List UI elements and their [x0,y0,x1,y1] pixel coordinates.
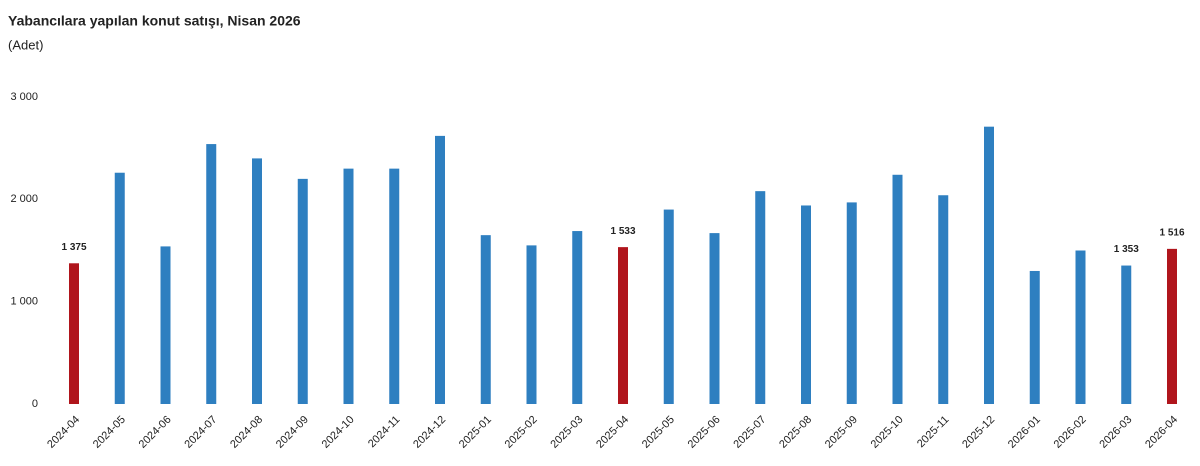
x-tick-label: 2024-10 [320,414,357,451]
x-tick-label: 2025-11 [915,414,951,450]
y-tick-label: 2 000 [10,193,38,205]
bar [160,246,171,404]
bar [846,202,857,404]
x-tick-label: 2025-07 [731,414,768,451]
x-tick-label: 2024-09 [274,414,311,451]
x-tick-label: 2024-11 [366,414,402,450]
x-tick-label: 2025-04 [594,414,631,451]
bar [343,168,354,404]
x-tick-label: 2024-06 [137,414,174,451]
x-tick-label: 2025-08 [777,414,814,451]
x-tick-label: 2025-09 [823,414,860,451]
x-tick-label: 2025-05 [640,414,677,451]
bar [114,172,125,404]
x-tick-label: 2024-04 [45,414,82,451]
x-tick-label: 2024-12 [411,414,448,451]
bar [892,174,903,404]
bar [938,195,949,404]
bar [206,144,217,404]
x-tick-label: 2025-02 [503,414,540,451]
bar [1029,270,1040,404]
bar [389,168,400,404]
bar [572,231,583,404]
x-tick-label: 2026-04 [1143,414,1180,451]
y-tick-label: 3 000 [10,91,38,103]
bar [480,235,491,404]
bar [984,126,994,404]
x-tick-label: 2024-07 [182,414,219,451]
bar [69,263,79,404]
bar [526,245,537,404]
bar [755,191,766,404]
x-tick-label: 2026-03 [1097,414,1134,451]
x-tick-label: 2026-02 [1052,414,1089,451]
bar [801,205,811,404]
value-label: 1 516 [1159,228,1184,239]
bar [618,247,628,404]
x-tick-label: 2026-01 [1006,414,1043,451]
value-label: 1 353 [1114,244,1139,255]
bar [709,233,720,404]
bar [1121,265,1132,404]
chart-subtitle: (Adet) [8,37,43,52]
x-tick-label: 2024-08 [228,414,265,451]
x-tick-label: 2025-01 [457,414,494,451]
bar [1167,248,1177,404]
bar [435,135,445,405]
bar [297,178,308,404]
value-label: 1 375 [61,242,86,253]
bar [252,158,262,404]
x-tick-label: 2025-03 [548,414,585,451]
y-tick-label: 1 000 [10,296,38,308]
bar [1075,250,1086,404]
bar [663,209,674,404]
x-tick-label: 2025-12 [960,414,997,451]
x-tick-label: 2025-10 [869,414,906,451]
chart-title: Yabancılara yapılan konut satışı, Nisan … [8,13,301,29]
y-tick-label: 0 [32,398,38,410]
x-tick-label: 2025-06 [686,414,723,451]
value-label: 1 533 [610,226,635,237]
x-tick-label: 2024-05 [91,414,128,451]
